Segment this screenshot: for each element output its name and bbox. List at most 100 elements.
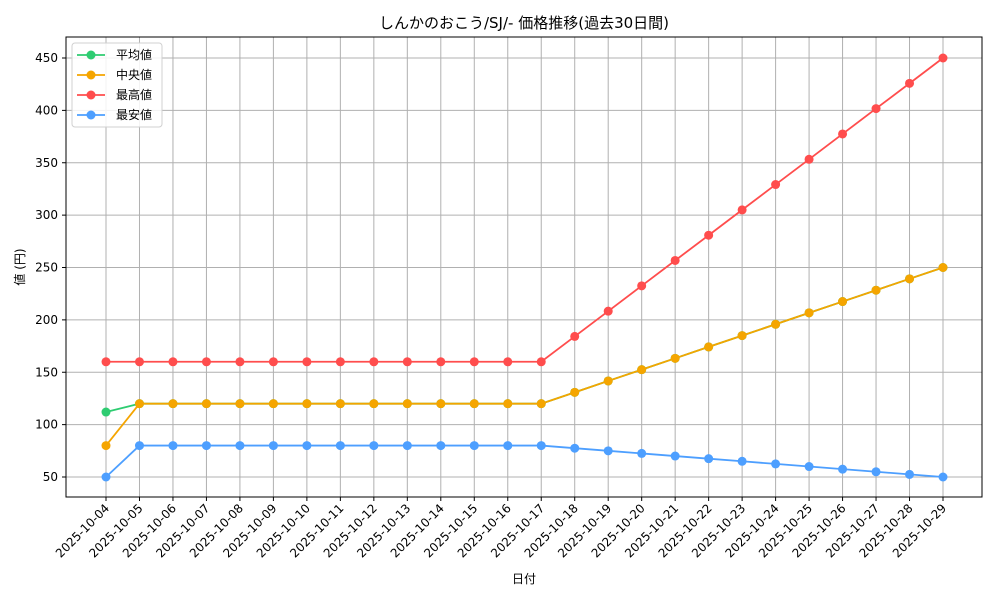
data-point xyxy=(436,441,446,451)
data-point xyxy=(201,399,211,409)
legend-marker-icon xyxy=(86,70,96,80)
data-point xyxy=(771,319,781,329)
data-point xyxy=(938,53,948,63)
data-point xyxy=(335,441,345,451)
data-point xyxy=(871,467,881,477)
y-tick-label: 50 xyxy=(43,470,58,484)
data-point xyxy=(503,441,513,451)
data-point xyxy=(101,407,111,417)
data-point xyxy=(469,357,479,367)
data-point xyxy=(536,357,546,367)
data-point xyxy=(771,459,781,469)
legend-item: 最高値 xyxy=(77,87,152,102)
series-layer xyxy=(101,53,948,482)
data-point xyxy=(369,399,379,409)
data-point xyxy=(704,454,714,464)
data-point xyxy=(536,399,546,409)
data-point xyxy=(570,331,580,341)
data-point xyxy=(469,441,479,451)
data-point xyxy=(402,399,412,409)
data-point xyxy=(804,462,814,472)
data-point xyxy=(503,357,513,367)
data-point xyxy=(201,357,211,367)
data-point xyxy=(369,357,379,367)
data-point xyxy=(603,446,613,456)
legend-item: 最安値 xyxy=(77,107,152,122)
data-point xyxy=(168,357,178,367)
data-point xyxy=(101,472,111,482)
data-point xyxy=(871,104,881,114)
data-point xyxy=(268,357,278,367)
legend-marker-icon xyxy=(86,50,96,60)
data-point xyxy=(704,342,714,352)
data-point xyxy=(771,180,781,190)
series-line xyxy=(101,441,948,482)
legend-label: 平均値 xyxy=(116,47,152,62)
series-line xyxy=(101,53,948,367)
data-point xyxy=(134,441,144,451)
data-point xyxy=(402,441,412,451)
data-point xyxy=(938,472,948,482)
data-point xyxy=(235,357,245,367)
data-point xyxy=(235,441,245,451)
data-point xyxy=(670,255,680,265)
data-point xyxy=(905,469,915,479)
data-point xyxy=(637,365,647,375)
data-point xyxy=(838,129,848,139)
data-point xyxy=(268,399,278,409)
data-point xyxy=(201,441,211,451)
legend-label: 最高値 xyxy=(116,87,152,102)
data-point xyxy=(369,441,379,451)
data-point xyxy=(871,285,881,295)
data-point xyxy=(603,376,613,386)
data-point xyxy=(670,353,680,363)
data-point xyxy=(704,230,714,240)
legend-item: 平均値 xyxy=(77,47,152,62)
data-point xyxy=(637,281,647,291)
data-point xyxy=(804,308,814,318)
data-point xyxy=(302,441,312,451)
data-point xyxy=(838,464,848,474)
data-point xyxy=(637,448,647,458)
series-line xyxy=(101,263,948,417)
legend-box xyxy=(71,42,163,128)
y-tick-label: 250 xyxy=(35,261,58,275)
y-tick-label: 350 xyxy=(35,156,58,170)
data-point xyxy=(335,399,345,409)
data-point xyxy=(302,399,312,409)
y-tick-label: 450 xyxy=(35,51,58,65)
data-point xyxy=(536,441,546,451)
grid-lines xyxy=(66,37,982,497)
data-point xyxy=(603,306,613,316)
y-axis-label: 値 (円) xyxy=(12,248,27,285)
data-point xyxy=(737,205,747,215)
data-point xyxy=(134,399,144,409)
data-point xyxy=(670,451,680,461)
data-point xyxy=(302,357,312,367)
data-point xyxy=(402,357,412,367)
data-point xyxy=(134,357,144,367)
y-tick-label: 150 xyxy=(35,365,58,379)
y-axis: 50 100 150 200 250 300 350 400 450 xyxy=(35,51,66,484)
data-point xyxy=(905,78,915,88)
data-point xyxy=(268,441,278,451)
data-point xyxy=(905,274,915,284)
data-point xyxy=(570,443,580,453)
data-point xyxy=(335,357,345,367)
y-tick-label: 400 xyxy=(35,103,58,117)
data-point xyxy=(436,399,446,409)
legend-label: 最安値 xyxy=(116,107,152,122)
legend-item: 中央値 xyxy=(77,67,152,82)
series-line xyxy=(101,263,948,451)
x-axis-label: 日付 xyxy=(512,572,536,586)
data-point xyxy=(168,399,178,409)
data-point xyxy=(469,399,479,409)
data-point xyxy=(235,399,245,409)
legend-marker-icon xyxy=(86,110,96,120)
data-point xyxy=(838,297,848,307)
data-point xyxy=(436,357,446,367)
chart-title: しんかのおこう/SJ/- 価格推移(過去30日間) xyxy=(379,14,669,32)
y-tick-label: 100 xyxy=(35,418,58,432)
